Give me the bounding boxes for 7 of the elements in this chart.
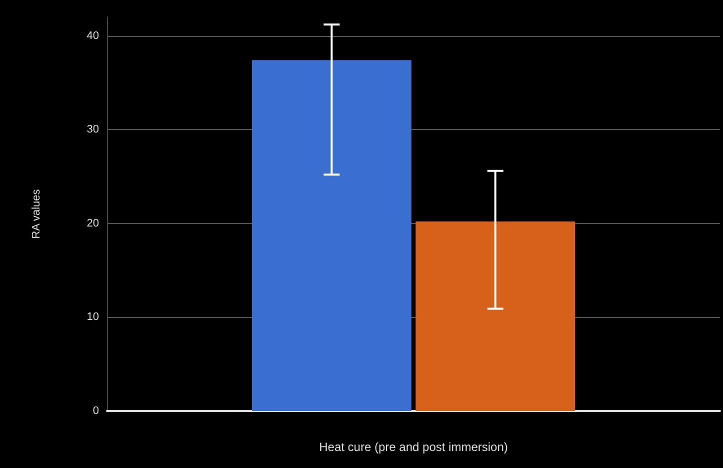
y-tick-label: 40 xyxy=(86,30,99,42)
y-tick-label: 0 xyxy=(92,405,99,417)
y-axis-title: RA values xyxy=(30,188,42,239)
x-axis-title: Heat cure (pre and post immersion) xyxy=(319,440,508,454)
y-tick-label: 10 xyxy=(86,311,99,324)
y-tick-label: 20 xyxy=(86,217,99,230)
y-tick-label: 30 xyxy=(86,124,99,136)
